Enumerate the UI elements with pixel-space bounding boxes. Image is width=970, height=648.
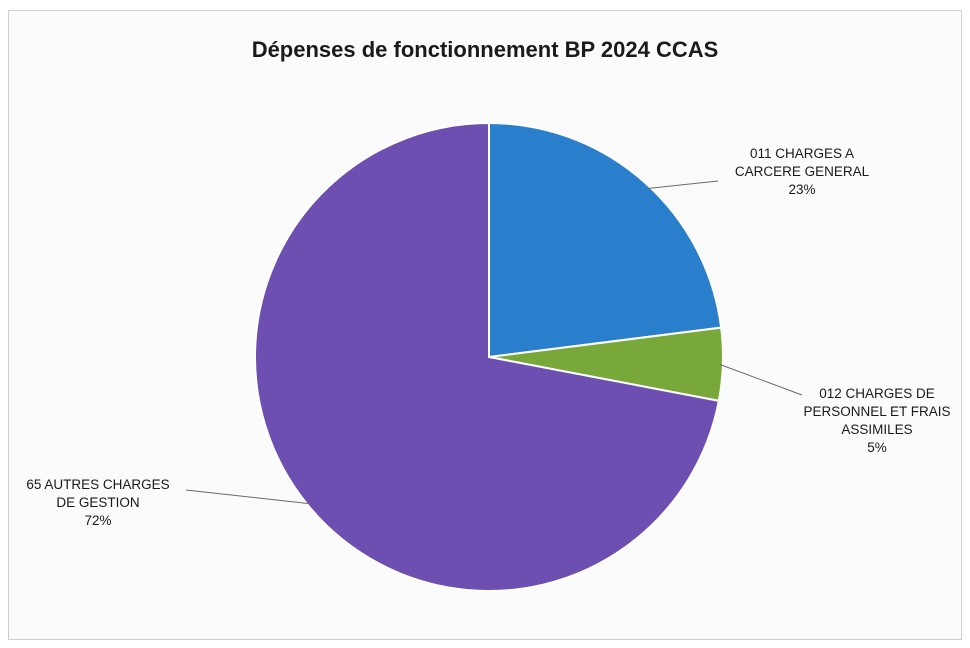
slice-label-line-3: 65 AUTRES CHARGES [26,477,169,492]
slice-label-line-1: 011 CHARGES A [750,146,854,161]
slice-percent-label-2: 5% [867,440,887,455]
slice-label-line-1: CARCERE GENERAL [735,164,870,179]
pie-slice-3 [254,121,721,592]
pie-slice-1 [488,121,723,359]
pie-slices [254,121,724,592]
slice-percent-label-1: 23% [788,182,815,197]
leader-lines [185,180,803,505]
slice-label-line-2: PERSONNEL ET FRAIS [803,404,950,419]
slice-label-line-3: DE GESTION [56,495,139,510]
slice-labels: 011 CHARGES A CARCERE GENERAL 23% 012 CHARG… [26,146,950,528]
chart-title: Dépenses de fonctionnement BP 2024 CCAS [252,37,719,62]
leader-line-2 [719,363,803,396]
slice-percent-label-3: 72% [84,513,111,528]
leader-line-1 [646,180,719,190]
slice-label-line-2: ASSIMILES [841,422,912,437]
slice-label-line-2: 012 CHARGES DE [819,386,935,401]
leader-line-3 [185,489,312,505]
